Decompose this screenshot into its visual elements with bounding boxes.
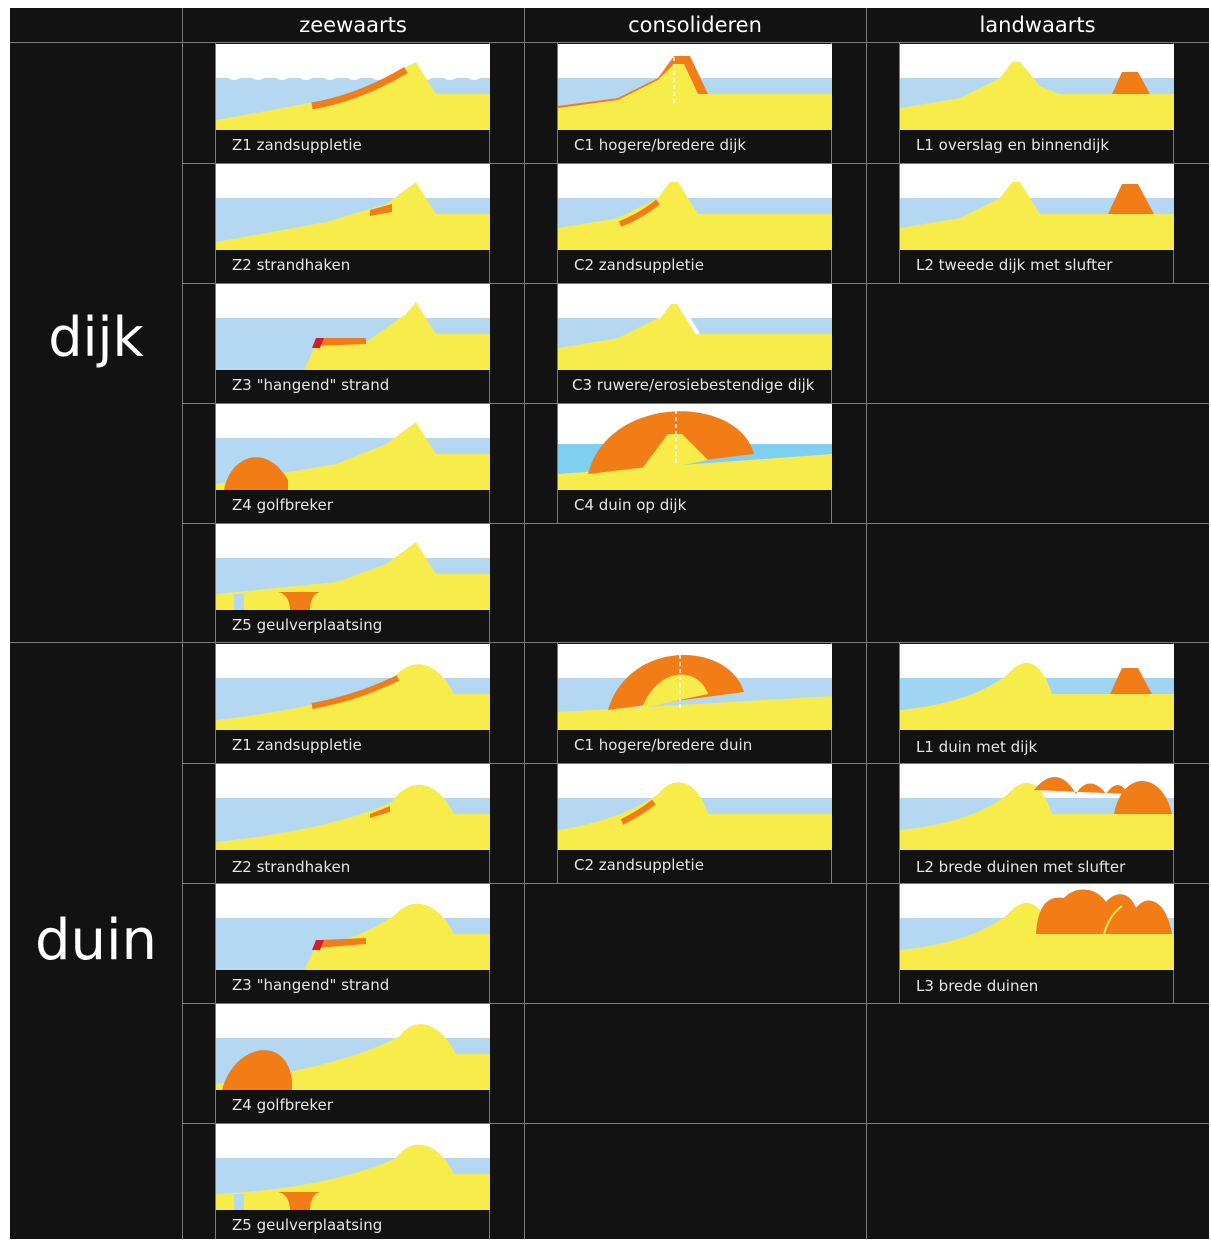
diagram-dijk-z4 [216,404,490,490]
tile-frame-line [557,43,558,523]
column-header-consolideren: consolideren [628,13,762,37]
diagram-duin-c2 [558,764,832,850]
group-label-dijk: dijk [48,306,144,369]
diagram-duin-c1 [558,644,832,730]
diagram-dijk-z5 [216,524,490,610]
diagram-duin-l2 [900,764,1174,850]
diagram-dijk-c2 [558,164,832,250]
row-divider [182,1123,1209,1124]
diagram-dijk-z1 [216,44,490,130]
caption-duin-l2: L2 brede duinen met slufter [916,858,1126,876]
caption-dijk-l1: L1 overslag en binnendijk [916,136,1110,154]
row-divider [182,763,1209,764]
caption-dijk-z1: Z1 zandsuppletie [232,136,362,154]
column-divider [182,8,183,1239]
measures-matrix: zeewaarts consolideren landwaarts dijk d… [10,8,1209,1239]
column-header-landwaarts: landwaarts [979,13,1096,37]
caption-duin-l1: L1 duin met dijk [916,738,1038,756]
caption-dijk-c1: C1 hogere/bredere dijk [574,136,747,154]
tile-frame-line [899,643,900,1003]
diagram-duin-z1 [216,644,490,730]
diagram-duin-z3 [216,884,490,970]
diagram-dijk-z2 [216,164,490,250]
column-divider [524,8,525,1239]
caption-dijk-z2: Z2 strandhaken [232,256,351,274]
caption-duin-z5: Z5 geulverplaatsing [232,1216,383,1234]
diagram-duin-z2 [216,764,490,850]
diagram-dijk-c4 [558,404,832,490]
diagram-dijk-l2 [900,164,1174,250]
caption-duin-l3: L3 brede duinen [916,977,1039,995]
diagram-duin-z5 [216,1124,490,1210]
diagram-dijk-z3 [216,284,490,370]
row-divider [182,283,1209,284]
group-divider [10,642,1209,643]
tile-frame-line [215,43,216,1239]
row-divider [182,1003,1209,1004]
group-label-duin: duin [34,908,158,973]
caption-dijk-c4: C4 duin op dijk [574,496,687,514]
row-divider [182,883,1209,884]
tile-frame-line [557,643,558,883]
tile-frame-line [899,43,900,283]
caption-dijk-z3: Z3 "hangend" strand [232,376,390,394]
caption-dijk-l2: L2 tweede dijk met slufter [916,256,1113,274]
column-divider [866,8,867,1239]
row-divider [182,163,1209,164]
diagram-dijk-l1 [900,44,1174,130]
caption-dijk-z4: Z4 golfbreker [232,496,333,514]
caption-duin-z1: Z1 zandsuppletie [232,736,362,754]
caption-duin-c1: C1 hogere/bredere duin [574,736,753,754]
caption-duin-z3: Z3 "hangend" strand [232,976,390,994]
header-divider [10,42,1209,43]
tile-frame-line [489,43,490,1239]
caption-duin-z4: Z4 golfbreker [232,1096,333,1114]
caption-dijk-c2: C2 zandsuppletie [574,256,704,274]
diagram-dijk-c1 [558,44,832,130]
column-header-zeewaarts: zeewaarts [299,13,407,37]
tile-frame-line [1173,43,1174,283]
caption-dijk-c3: C3 ruwere/erosiebestendige dijk [572,376,815,394]
diagram-duin-z4 [216,1004,490,1090]
diagram-duin-l3 [900,884,1174,970]
tile-frame-line [831,43,832,523]
tile-frame-line [831,643,832,883]
caption-duin-c2: C2 zandsuppletie [574,856,704,874]
diagram-dijk-c3 [558,284,832,370]
caption-dijk-z5: Z5 geulverplaatsing [232,616,383,634]
diagram-duin-l1 [900,644,1174,730]
row-divider [182,523,1209,524]
row-divider [182,403,1209,404]
caption-duin-z2: Z2 strandhaken [232,858,351,876]
